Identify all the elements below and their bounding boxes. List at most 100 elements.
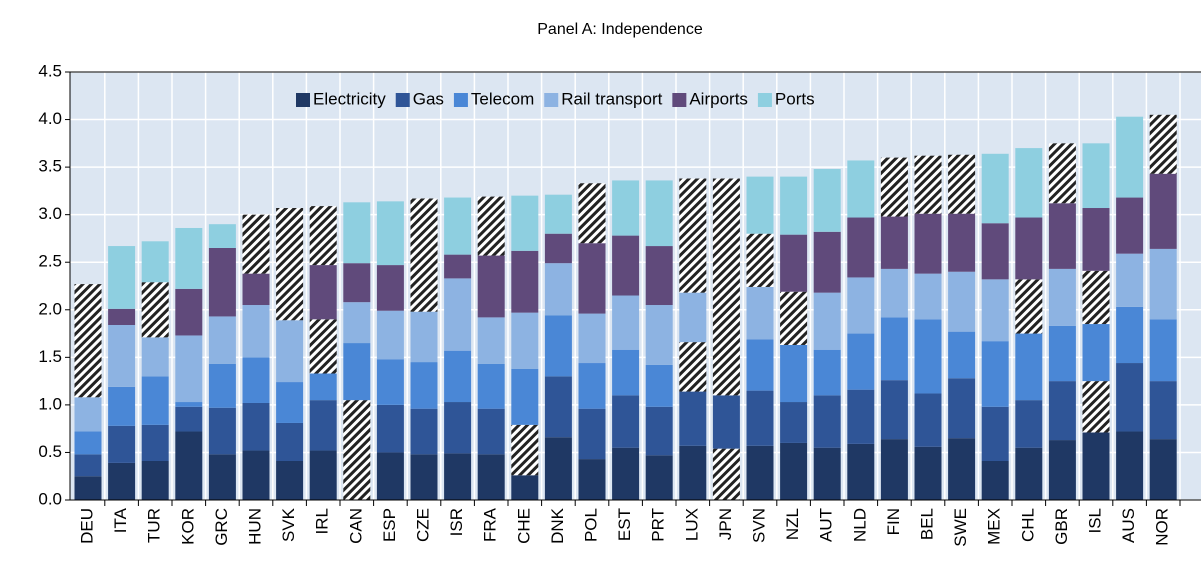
bar-segment: [948, 438, 976, 500]
bar-segment: [1116, 363, 1144, 432]
bar-segment: [981, 153, 1009, 224]
x-tick-label: ISL: [1085, 508, 1104, 534]
x-tick-label: AUS: [1119, 508, 1138, 543]
x-tick-label: IRL: [313, 508, 332, 534]
bar-segment: [141, 424, 169, 462]
x-tick-label: CAN: [346, 508, 365, 544]
bar-segment: [444, 197, 472, 255]
bar-segment: [612, 395, 640, 448]
x-tick-label: FIN: [884, 508, 903, 535]
bar-segment: [242, 305, 270, 358]
bar-segment: [612, 235, 640, 296]
bar-segment: [645, 406, 673, 456]
x-tick-label: JPN: [716, 508, 735, 540]
y-tick-label: 1.5: [38, 347, 62, 366]
bar-segment: [914, 319, 942, 394]
bar-segment: [376, 201, 404, 266]
bar-segment: [410, 198, 438, 312]
bar-segment: [1015, 279, 1043, 334]
bar-segment: [175, 227, 203, 289]
x-tick-label: FRA: [481, 507, 500, 542]
bar-segment: [343, 202, 371, 264]
bar-segment: [780, 402, 808, 443]
bar-segment: [880, 380, 908, 440]
bar-segment: [645, 305, 673, 365]
x-tick-label: EST: [615, 508, 634, 541]
legend-swatch: [296, 93, 310, 107]
bar-segment: [511, 312, 539, 369]
x-tick-label: CZE: [413, 508, 432, 542]
x-tick-label: DEU: [77, 508, 96, 544]
x-tick-label: CHE: [514, 508, 533, 544]
bar-segment: [813, 349, 841, 396]
bar-segment: [1048, 143, 1076, 204]
bar-segment: [1048, 381, 1076, 441]
bar-segment: [746, 233, 774, 287]
bar-segment: [1048, 440, 1076, 500]
bar-segment: [1015, 148, 1043, 218]
bar-segment: [141, 337, 169, 377]
bar-segment: [847, 333, 875, 390]
y-tick-label: 2.5: [38, 252, 62, 271]
bar-segment: [74, 284, 102, 398]
chart-title: Panel A: Independence: [537, 21, 703, 38]
x-tick-label: KOR: [178, 508, 197, 545]
bar-segment: [981, 406, 1009, 462]
bar-segment: [746, 390, 774, 446]
bar-segment: [477, 196, 505, 256]
bar-segment: [208, 316, 236, 364]
bar-segment: [444, 254, 472, 279]
bar-segment: [813, 395, 841, 448]
bar-segment: [780, 442, 808, 500]
bar-segment: [948, 154, 976, 214]
bar-segment: [1082, 270, 1110, 325]
bar-segment: [309, 400, 337, 451]
bar-segment: [108, 425, 136, 463]
bar-segment: [679, 342, 707, 392]
legend-label: Telecom: [471, 89, 534, 108]
bar-segment: [343, 343, 371, 401]
bar-segment: [914, 273, 942, 320]
x-tick-label: PRT: [649, 508, 668, 542]
bar-segment: [477, 408, 505, 455]
bar-segment: [444, 278, 472, 351]
x-tick-label: CHL: [1018, 508, 1037, 542]
bar-segment: [309, 450, 337, 500]
bar-segment: [108, 462, 136, 500]
bar-segment: [948, 378, 976, 439]
bar-segment: [376, 310, 404, 360]
x-tick-label: HUN: [245, 508, 264, 545]
bar-segment: [343, 400, 371, 500]
bar-segment: [1149, 381, 1177, 440]
x-tick-label: ITA: [111, 507, 130, 533]
bar-segment: [108, 308, 136, 325]
bar-segment: [1082, 208, 1110, 271]
bar-segment: [578, 183, 606, 244]
bar-segment: [242, 357, 270, 403]
bar-segment: [511, 250, 539, 313]
bar-segment: [948, 331, 976, 379]
bar-segment: [813, 292, 841, 350]
bar-segment: [141, 282, 169, 338]
bar-segment: [981, 341, 1009, 407]
bar-segment: [511, 424, 539, 476]
bar-segment: [141, 376, 169, 425]
bar-segment: [746, 445, 774, 500]
bar-segment: [410, 408, 438, 455]
bar-segment: [276, 422, 304, 462]
bar-segment: [410, 362, 438, 409]
bar-segment: [746, 339, 774, 391]
bar-segment: [679, 445, 707, 500]
bar-segment: [780, 291, 808, 345]
bar-segment: [612, 295, 640, 350]
x-tick-label: ISR: [447, 508, 466, 536]
bar-segment: [343, 263, 371, 303]
bar-segment: [612, 349, 640, 396]
bar-segment: [208, 224, 236, 248]
x-tick-label: SWE: [951, 508, 970, 547]
bar-segment: [74, 476, 102, 500]
x-tick-label: MEX: [985, 508, 1004, 545]
bar-segment: [847, 443, 875, 500]
